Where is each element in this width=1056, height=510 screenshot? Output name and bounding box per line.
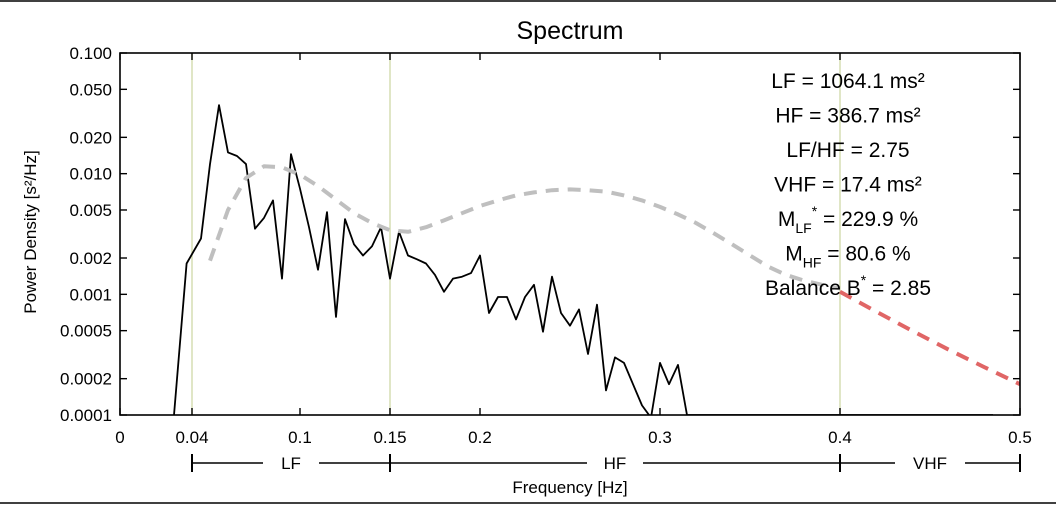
stat-annotation-0: LF = 1064.1 ms² [771,70,925,93]
x-axis-label: Frequency [Hz] [512,478,627,497]
chart-title: Spectrum [517,17,624,45]
stat-value: = 229.9 % [817,208,918,231]
stat-annotation-2: LF/HF = 2.75 [786,139,909,162]
y-tick-label: 0.010 [69,165,112,184]
stat-annotation-3: VHF = 17.4 ms² [774,174,922,197]
series-line-0 [173,104,993,415]
y-tick-label: 0.0001 [60,406,112,425]
y-tick-label: 0.005 [69,201,112,220]
stat-subscript: LF [795,220,811,236]
y-axis-label: Power Density [s²/Hz] [21,150,40,313]
x-tick-label: 0.2 [468,428,492,447]
x-axis: 0 0.04 0.1 0.15 0.2 0.3 0.4 0.5 [115,53,1032,447]
y-tick-label: 0.0002 [60,370,112,389]
y-tick-label: 0.0005 [60,322,112,341]
plot-frame [119,52,1021,416]
y-tick-label: 0.001 [69,285,112,304]
x-tick-label: 0 [115,428,124,447]
stat-value: = 2.85 [866,277,931,300]
stat-superscript: * [861,272,867,288]
band-axis: LF HF VHF [191,454,1021,473]
stat-value: = 80.6 % [821,243,910,266]
y-tick-label: 0.050 [69,80,112,99]
stat-symbol: Balance B [765,277,861,300]
stat-symbol: M [778,208,796,231]
x-tick-label: 0.04 [175,428,208,447]
stat-subscript: HF [803,255,822,271]
stat-annotation-1: HF = 386.7 ms² [775,105,920,128]
series-layer [173,104,1020,415]
stat-annotation-4: MLF* = 229.9 % [778,203,918,236]
stat-annotation-5: MHF = 80.6 % [785,243,910,271]
band-label-vhf: VHF [913,454,947,473]
x-tick-label: 0.3 [648,428,672,447]
x-tick-label: 0.5 [1008,428,1032,447]
stat-symbol: M [785,243,803,266]
stat-superscript: * [812,203,818,219]
x-tick-label: 0.1 [288,428,312,447]
stats-annotations: LF = 1064.1 ms² HF = 386.7 ms² LF/HF = 2.7… [765,70,931,300]
y-tick-label: 0.100 [69,44,112,63]
series-line-2 [839,290,1020,387]
series-line-1 [208,164,841,291]
band-label-lf: LF [281,454,301,473]
band-label-hf: HF [604,454,627,473]
y-tick-label: 0.002 [69,249,112,268]
x-tick-label: 0.15 [373,428,406,447]
y-tick-label: 0.020 [69,128,112,147]
band-boundary-lines [191,53,841,415]
y-axis: 0.100 0.050 0.020 0.010 0.005 0.002 0.001 0.000… [60,44,1020,425]
stat-annotation-6: Balance B* = 2.85 [765,272,931,300]
x-tick-label: 0.4 [828,428,852,447]
